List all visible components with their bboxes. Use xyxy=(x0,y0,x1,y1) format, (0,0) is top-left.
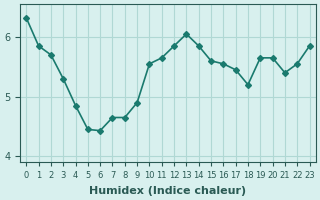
X-axis label: Humidex (Indice chaleur): Humidex (Indice chaleur) xyxy=(89,186,246,196)
